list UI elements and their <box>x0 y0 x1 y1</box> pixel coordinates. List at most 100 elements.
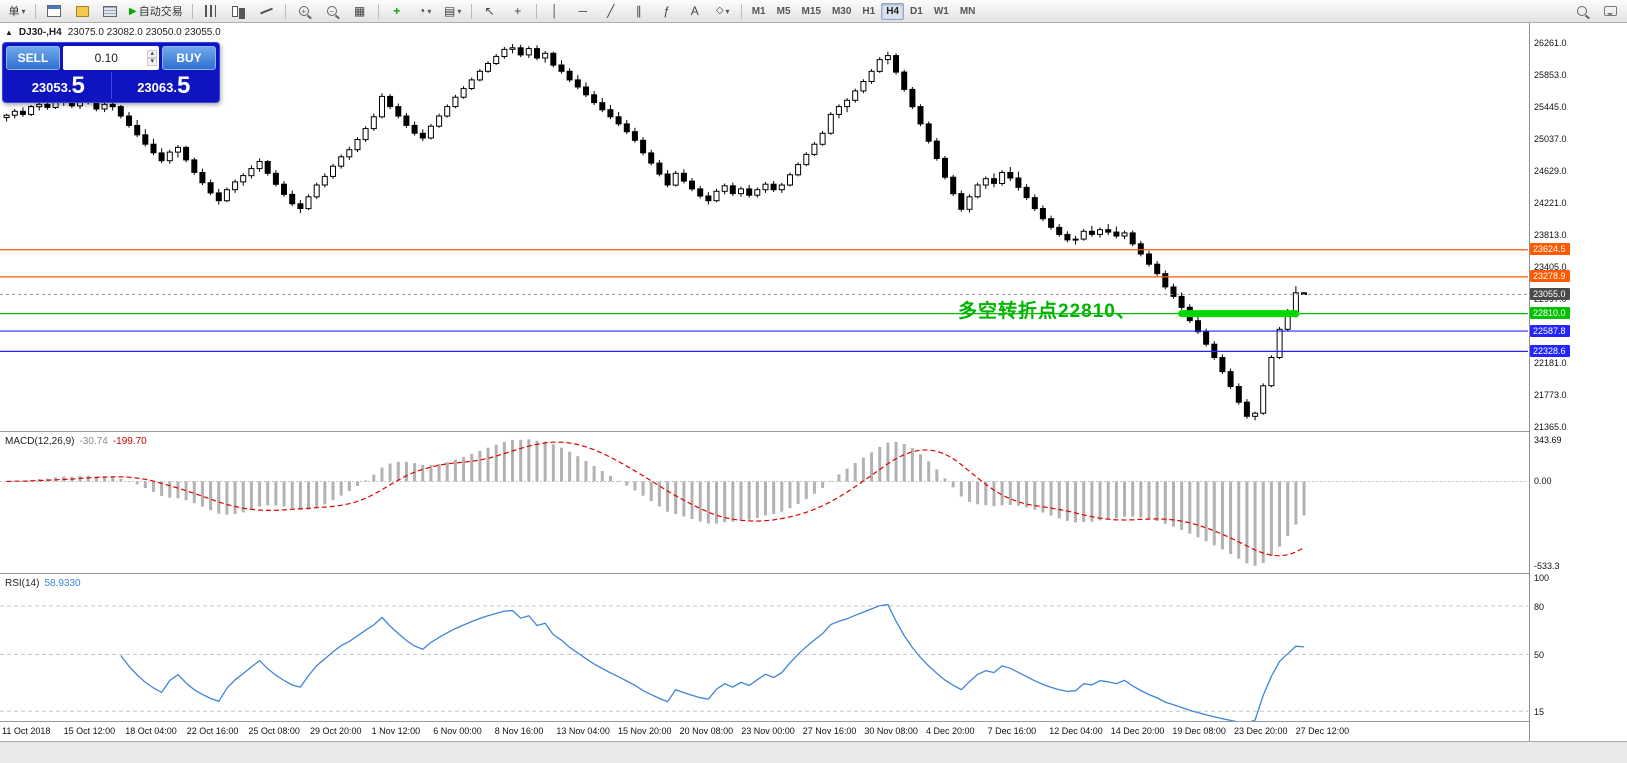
sell-price[interactable]: 23053. 5 <box>31 72 85 99</box>
timeframe-button-m1[interactable]: M1 <box>751 5 766 17</box>
price-tag: 23624.5 <box>1530 243 1570 256</box>
fibonacci-button[interactable]: ƒ <box>654 1 680 21</box>
periods-dropdown-button[interactable]: ◔ ▾ <box>412 1 438 21</box>
channel-icon: ∥ <box>635 4 642 18</box>
price-tick: 26261.0 <box>1534 38 1567 48</box>
volume-spinner: ▴ ▾ <box>147 50 157 66</box>
template-icon: ▤ <box>444 4 456 18</box>
macd-label: MACD(12,26,9) <box>5 436 75 447</box>
rsi-tick: 50 <box>1534 650 1545 661</box>
macd-main-value: -30.74 <box>79 436 108 447</box>
time-axis-label: 15 Nov 20:00 <box>618 726 672 736</box>
buy-button[interactable]: BUY <box>162 46 216 70</box>
bar-chart-button[interactable] <box>198 1 224 21</box>
line-chart-button[interactable] <box>254 1 280 21</box>
zoom-in-icon: + <box>298 6 309 16</box>
time-axis[interactable]: 11 Oct 2018 15 Oct 12:00 18 Oct 04:00 22 Oc… <box>0 723 1528 740</box>
price-tick: 21365.0 <box>1534 421 1567 432</box>
cursor-icon: ↖ <box>484 4 495 18</box>
indicators-button[interactable]: + <box>384 1 410 21</box>
rsi-tick: 100 <box>1534 573 1550 583</box>
search-button[interactable] <box>1569 1 1595 21</box>
cursor-button[interactable]: ↖ <box>477 1 503 21</box>
caret-down-icon: ▾ <box>457 6 462 16</box>
time-axis-label: 4 Dec 20:00 <box>926 726 975 736</box>
price-chart-canvas[interactable] <box>0 22 1528 431</box>
timeframe-button-m30[interactable]: M30 <box>831 5 852 17</box>
shapes-button[interactable]: ◇ ▾ <box>710 1 736 21</box>
terminal-button[interactable] <box>97 1 123 21</box>
time-axis-label: 23 Nov 00:00 <box>741 726 795 736</box>
caret-down-icon: ▾ <box>427 6 432 16</box>
macd-panel-canvas[interactable] <box>0 433 1528 572</box>
time-axis-label: 29 Oct 20:00 <box>310 726 362 736</box>
price-tag: 23055.0 <box>1530 287 1570 300</box>
shapes-icon: ◇ <box>715 5 724 16</box>
price-tick: 23405.0 <box>1534 261 1567 272</box>
one-click-panel-toggle-icon[interactable]: ▲ <box>5 28 13 37</box>
time-axis-label: 25 Oct 08:00 <box>248 726 300 736</box>
crosshair-icon: + <box>514 4 522 18</box>
toolbar-separator <box>470 3 472 19</box>
timeframe-button-h4[interactable]: H4 <box>881 2 905 20</box>
panel-separator[interactable] <box>0 721 1627 722</box>
zoom-in-button[interactable]: + <box>291 1 317 21</box>
horizontal-line-icon: ─ <box>578 4 587 18</box>
volume-down-button[interactable]: ▾ <box>147 58 157 66</box>
autotrading-label: 自动交易 <box>138 6 183 18</box>
volume-input[interactable] <box>65 50 148 66</box>
timeframe-button-m15[interactable]: M15 <box>801 5 821 17</box>
chart-annotation-text[interactable]: 多空转折点22810、 <box>958 301 1136 322</box>
time-axis-label: 15 Oct 12:00 <box>63 726 116 736</box>
macd-tick: 0.00 <box>1534 475 1552 486</box>
rsi-panel-canvas[interactable] <box>0 575 1528 721</box>
trendline-button[interactable]: ╱ <box>598 1 624 21</box>
trendline-icon: ╱ <box>607 4 615 18</box>
panel-separator[interactable] <box>0 573 1627 574</box>
rsi-tick: 15 <box>1534 707 1545 717</box>
timeframe-button-d1[interactable]: D1 <box>910 5 923 17</box>
volume-up-button[interactable]: ▴ <box>147 50 157 58</box>
profiles-button[interactable] <box>69 1 95 21</box>
line-chart-icon <box>260 7 274 15</box>
time-axis-label: 30 Nov 08:00 <box>864 726 918 736</box>
time-axis-label: 8 Nov 16:00 <box>494 726 544 736</box>
timeframe-button-h1[interactable]: H1 <box>862 5 876 17</box>
price-tag: 22587.8 <box>1530 324 1570 337</box>
panel-separator[interactable] <box>0 431 1627 432</box>
vertical-line-button[interactable]: │ <box>542 1 568 21</box>
templates-dropdown-button[interactable]: ▤ ▾ <box>440 1 466 21</box>
candlestick-chart-button[interactable] <box>226 1 252 21</box>
text-tool-button[interactable]: A <box>682 1 708 21</box>
new-chart-button[interactable] <box>41 1 67 21</box>
new-order-button[interactable]: 单 ▾ <box>4 1 30 21</box>
price-axis[interactable]: 26261.0 25853.0 25445.0 25037.0 24629.0 24221… <box>1529 22 1627 741</box>
autotrading-button[interactable]: ▶ 自动交易 <box>125 1 187 21</box>
candlestick-chart-icon <box>232 5 239 17</box>
chart-info-bar: ▲ DJ30-,H4 23075.0 23082.0 23050.0 23055… <box>5 27 221 38</box>
add-indicator-icon: + <box>393 4 401 18</box>
chat-button[interactable] <box>1597 1 1623 21</box>
channel-button[interactable]: ∥ <box>626 1 652 21</box>
rsi-tick: 80 <box>1534 601 1545 612</box>
sell-button[interactable]: SELL <box>6 46 60 70</box>
timeframe-button-w1[interactable]: W1 <box>933 5 949 17</box>
profiles-icon <box>75 5 89 17</box>
buy-price[interactable]: 23063. 5 <box>110 72 217 99</box>
tile-windows-button[interactable]: ▦ <box>347 1 373 21</box>
zoom-out-button[interactable]: − <box>319 1 345 21</box>
main-toolbar: 单 ▾ ▶ 自动交易 + − ▦ + ◔ ▾ ▤ ▾ ↖ + │ <box>0 0 1627 23</box>
timeframe-button-m5[interactable]: M5 <box>776 5 791 17</box>
time-axis-label: 7 Dec 16:00 <box>987 726 1037 736</box>
crosshair-button[interactable]: + <box>505 1 531 21</box>
one-click-trading-panel: SELL ▴ ▾ BUY 23053.5 23063.5 <box>2 42 220 103</box>
time-axis-label: 20 Nov 08:00 <box>679 726 734 736</box>
macd-label-bar: MACD(12,26,9) -30.74 -199.70 <box>5 436 147 447</box>
vertical-line-icon: │ <box>550 4 559 18</box>
price-tag: 23278.9 <box>1530 270 1570 283</box>
horizontal-line-button[interactable]: ─ <box>570 1 596 21</box>
timeframe-button-mn[interactable]: MN <box>959 5 976 17</box>
caret-down-icon: ▾ <box>21 6 26 16</box>
toolbar-separator <box>191 3 193 19</box>
